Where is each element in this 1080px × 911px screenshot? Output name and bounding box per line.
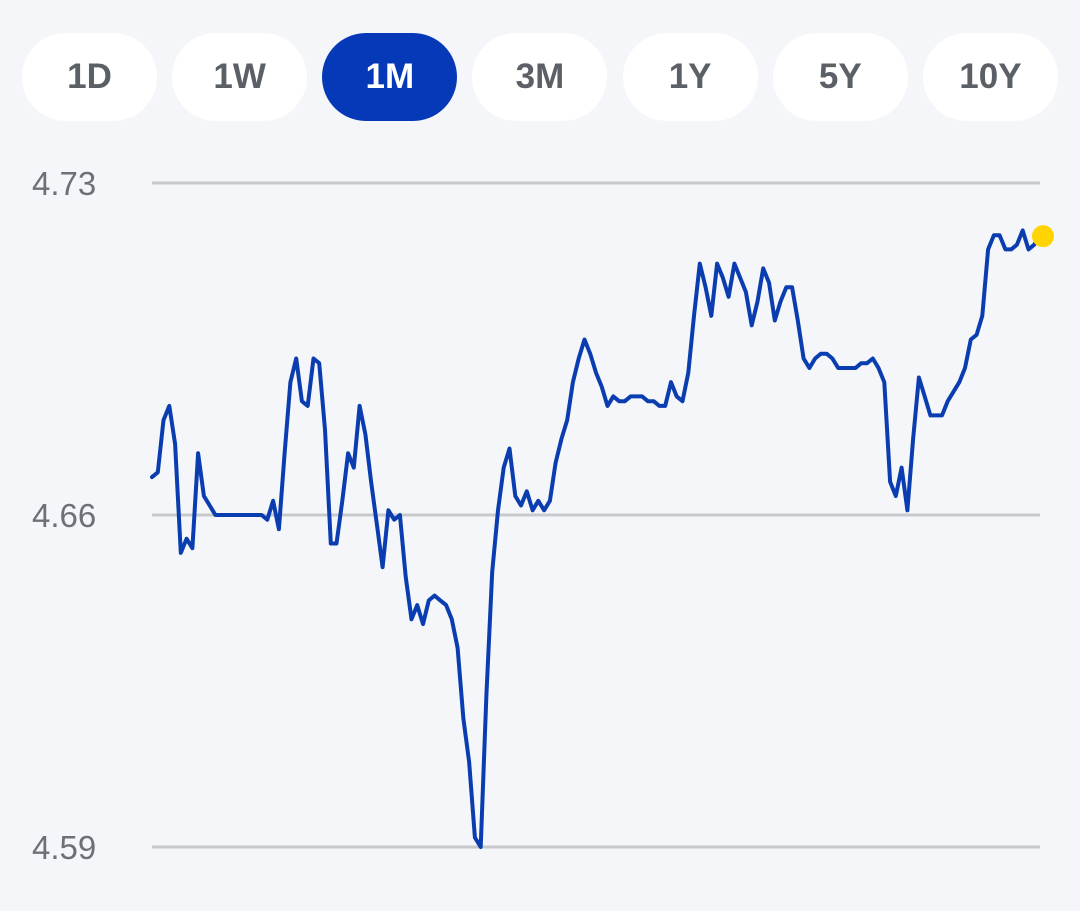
tab-10y[interactable]: 10Y [922, 33, 1058, 121]
series-line [150, 228, 1042, 849]
tab-1m[interactable]: 1M [322, 33, 458, 121]
y-axis-labels: 4.73 4.66 4.59 [32, 165, 96, 866]
y-tick-label: 4.59 [32, 829, 96, 866]
tab-3m[interactable]: 3M [472, 33, 608, 121]
y-tick-label: 4.73 [32, 165, 96, 202]
last-point-marker [1032, 225, 1054, 248]
series-layer [150, 225, 1054, 849]
time-range-selector: 1D 1W 1M 3M 1Y 5Y 10Y [22, 33, 1058, 121]
gridlines [152, 181, 1040, 849]
tab-1y[interactable]: 1Y [622, 33, 758, 121]
tab-1d[interactable]: 1D [22, 33, 157, 121]
tab-1w[interactable]: 1W [172, 33, 308, 121]
tab-5y[interactable]: 5Y [772, 33, 908, 121]
y-tick-label: 4.66 [32, 497, 96, 534]
